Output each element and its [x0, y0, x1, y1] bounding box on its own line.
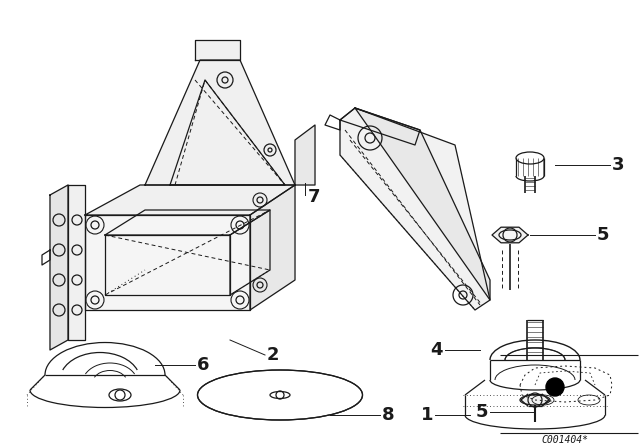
Polygon shape — [340, 108, 490, 310]
Text: C001404*: C001404* — [541, 435, 589, 445]
Polygon shape — [295, 125, 315, 185]
Ellipse shape — [499, 230, 521, 240]
Text: 5: 5 — [476, 403, 488, 421]
Polygon shape — [85, 185, 295, 215]
Polygon shape — [85, 215, 250, 310]
Polygon shape — [145, 60, 295, 185]
Text: 2: 2 — [267, 346, 280, 364]
Polygon shape — [195, 40, 240, 60]
Polygon shape — [492, 227, 528, 243]
Text: 6: 6 — [197, 356, 209, 374]
Polygon shape — [68, 185, 85, 340]
Text: 3: 3 — [612, 156, 625, 174]
Text: 7: 7 — [308, 188, 321, 206]
Polygon shape — [340, 108, 420, 145]
Text: 8: 8 — [382, 406, 395, 424]
Polygon shape — [355, 108, 490, 300]
Polygon shape — [250, 185, 295, 310]
Circle shape — [546, 378, 564, 396]
Polygon shape — [50, 185, 68, 350]
Text: 1: 1 — [420, 406, 433, 424]
Text: 4: 4 — [431, 341, 443, 359]
Ellipse shape — [520, 395, 550, 405]
Text: 5: 5 — [597, 226, 609, 244]
